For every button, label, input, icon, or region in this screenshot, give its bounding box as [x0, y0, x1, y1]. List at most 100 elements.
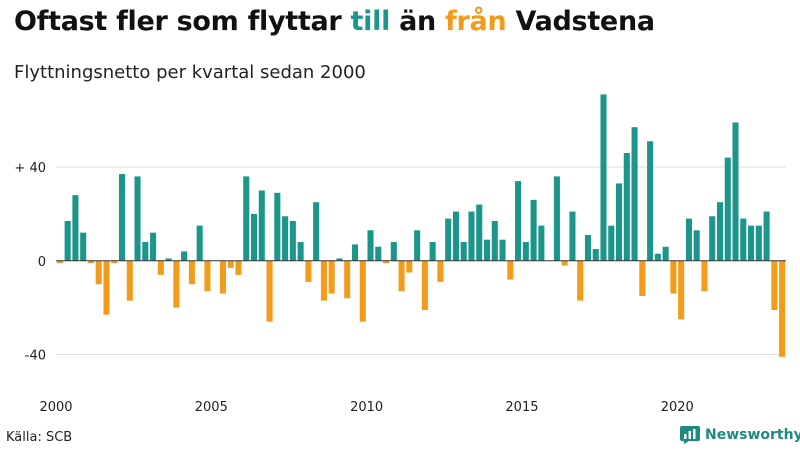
brand-name: Newsworthy — [705, 427, 800, 443]
bar — [204, 260, 211, 292]
bar — [553, 176, 560, 261]
bar — [414, 230, 421, 261]
bar — [297, 242, 304, 261]
bar — [685, 218, 692, 261]
bar — [266, 260, 273, 322]
bar — [274, 192, 281, 261]
bar — [72, 195, 79, 261]
x-tick-label: 2015 — [505, 400, 538, 415]
bar — [491, 220, 498, 261]
bar — [522, 242, 529, 261]
title-part-mid: än — [390, 6, 446, 37]
y-tick-label: + 40 — [14, 161, 46, 176]
bar — [313, 202, 320, 261]
bar — [390, 242, 397, 261]
bar — [328, 260, 335, 294]
bar — [476, 204, 483, 261]
bar — [538, 225, 545, 261]
title-word-till: till — [350, 6, 391, 37]
bar — [126, 260, 133, 301]
bar — [227, 260, 234, 268]
bar — [375, 246, 382, 261]
source-note: Källa: SCB — [6, 430, 73, 445]
bar — [507, 260, 514, 280]
bar — [406, 260, 413, 273]
bar — [188, 260, 195, 285]
bar — [181, 251, 188, 261]
bar — [157, 260, 164, 275]
bar — [320, 260, 327, 301]
bar — [515, 181, 522, 261]
bar — [56, 260, 63, 264]
bar — [367, 230, 374, 261]
bar — [724, 157, 731, 261]
bar — [103, 260, 110, 315]
bar — [87, 260, 94, 264]
bar — [282, 216, 289, 261]
x-tick-label: 2020 — [661, 400, 694, 415]
bar — [111, 260, 118, 264]
bar — [452, 211, 459, 261]
bar — [305, 260, 312, 282]
bar — [80, 232, 87, 261]
brand-logo[interactable]: Newsworthy — [680, 426, 800, 444]
y-tick-label: 0 — [38, 255, 46, 270]
newsworthy-logo-icon — [680, 426, 700, 444]
bar — [701, 260, 708, 292]
bar — [561, 260, 568, 266]
bar — [219, 260, 226, 294]
bar — [709, 216, 716, 261]
bar — [289, 220, 296, 261]
title-part-suffix: Vadstena — [506, 6, 655, 37]
bar — [165, 258, 172, 261]
gridlines — [56, 166, 786, 356]
bar — [134, 176, 141, 261]
bar — [118, 174, 126, 261]
chart-title: Oftast fler som flyttar till än från Vad… — [14, 6, 655, 37]
bar — [351, 244, 359, 261]
bar — [64, 220, 71, 261]
axes: + 40 0 -40 2000 2005 2010 2015 2020 — [14, 161, 786, 415]
bar — [398, 260, 405, 292]
bar — [748, 225, 755, 261]
bar — [693, 230, 700, 261]
bar — [631, 127, 638, 261]
bar — [569, 211, 576, 261]
chart-subtitle: Flyttningsnetto per kvartal sedan 2000 — [14, 62, 366, 83]
title-word-fran: från — [445, 6, 507, 37]
bar — [623, 152, 630, 261]
x-tick-label: 2000 — [39, 400, 72, 415]
bar — [421, 260, 428, 310]
bar — [235, 260, 242, 275]
bar — [344, 260, 351, 299]
bar — [429, 242, 436, 261]
bar — [258, 190, 265, 261]
y-tick-label: -40 — [25, 349, 46, 364]
bar — [483, 239, 491, 261]
bar — [779, 260, 786, 357]
bars — [56, 94, 786, 357]
bar — [530, 199, 537, 261]
x-tick-label: 2005 — [195, 400, 228, 415]
bar — [592, 249, 599, 261]
bar — [95, 260, 102, 285]
bar — [336, 258, 343, 261]
bar — [732, 122, 739, 261]
bar — [150, 232, 157, 261]
bar — [584, 235, 591, 261]
title-part-prefix: Oftast fler som flyttar — [14, 6, 351, 37]
bar — [468, 211, 475, 261]
bar — [460, 242, 467, 261]
bar — [662, 246, 669, 261]
bar — [639, 260, 646, 296]
bar — [608, 225, 615, 261]
bar — [740, 218, 747, 261]
bar — [243, 176, 250, 261]
bar — [670, 260, 677, 294]
bar — [577, 260, 584, 301]
bar — [771, 260, 778, 310]
bar — [616, 183, 623, 261]
bar — [600, 94, 607, 261]
bar — [251, 213, 258, 261]
